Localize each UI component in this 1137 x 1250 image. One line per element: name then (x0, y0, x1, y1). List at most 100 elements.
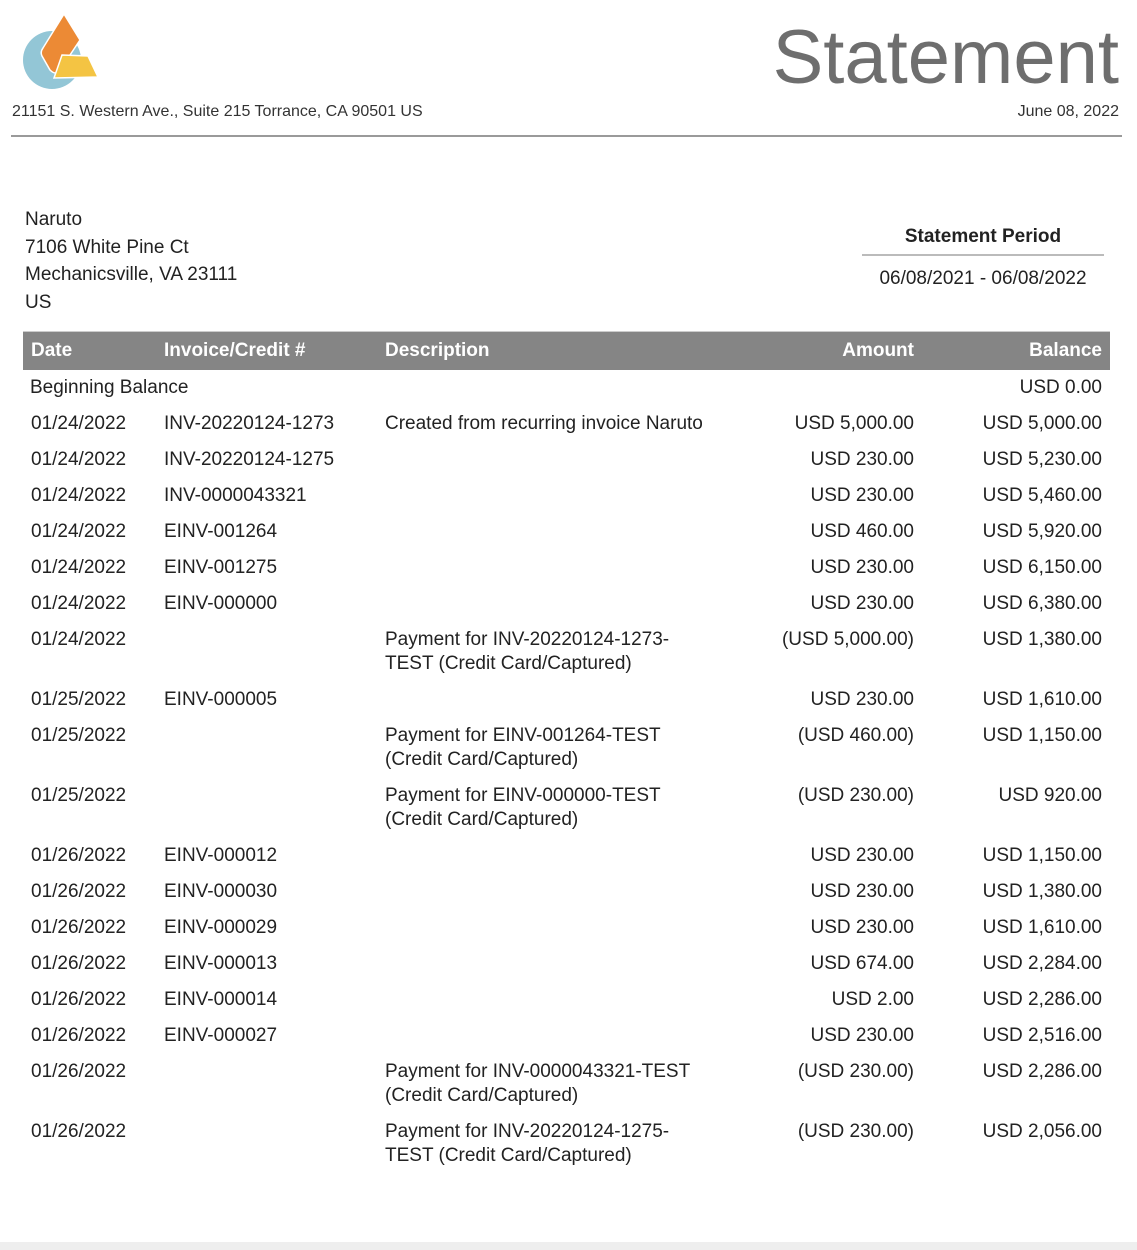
row-date: 01/25/2022 (31, 689, 127, 710)
statement-period-label: Statement Period (862, 226, 1104, 256)
row-date: 01/26/2022 (31, 1121, 127, 1142)
row-balance: USD 5,000.00 (982, 413, 1102, 434)
row-date: 01/24/2022 (31, 521, 127, 542)
row-amount: USD 230.00 (810, 557, 914, 578)
row-date: 01/26/2022 (31, 1061, 127, 1082)
row-balance: USD 5,230.00 (982, 449, 1102, 470)
row-invoice (156, 1114, 377, 1174)
statement-date: June 08, 2022 (1017, 103, 1119, 120)
customer-country: US (25, 291, 52, 313)
beginning-balance-row: Beginning Balance USD 0.00 (23, 370, 1110, 406)
table-row: 01/24/2022 INV-20220124-1275 USD 230.00 USD… (23, 442, 1110, 478)
row-balance: USD 1,610.00 (982, 689, 1102, 710)
table-row: 01/24/2022 EINV-000000 USD 230.00 USD 6,380… (23, 586, 1110, 622)
row-balance: USD 2,286.00 (982, 1061, 1102, 1082)
row-description: Payment for INV-20220124-1275-TEST (Cred… (385, 1121, 670, 1166)
row-balance: USD 1,380.00 (982, 881, 1102, 902)
row-balance: USD 5,920.00 (982, 521, 1102, 542)
row-balance: USD 5,460.00 (982, 485, 1102, 506)
row-invoice (156, 778, 377, 838)
beginning-balance-label: Beginning Balance (30, 377, 189, 398)
row-balance: USD 1,150.00 (982, 725, 1102, 746)
company-address: 21151 S. Western Ave., Suite 215 Torranc… (12, 103, 423, 120)
row-balance: USD 2,056.00 (982, 1121, 1102, 1142)
row-invoice: EINV-001275 (164, 557, 278, 578)
row-invoice: INV-0000043321 (164, 485, 307, 506)
row-invoice: EINV-000000 (164, 593, 278, 614)
row-description (377, 1018, 723, 1054)
row-amount: USD 674.00 (810, 953, 914, 974)
table-row: 01/26/2022 EINV-000014 USD 2.00 USD 2,286.0… (23, 982, 1110, 1018)
row-date: 01/26/2022 (31, 989, 127, 1010)
table-row: 01/26/2022 EINV-000029 USD 230.00 USD 1,610… (23, 910, 1110, 946)
beginning-balance-value: USD 0.00 (1019, 377, 1102, 398)
row-balance: USD 2,284.00 (982, 953, 1102, 974)
row-amount: USD 230.00 (810, 689, 914, 710)
customer-address: Naruto 7106 White Pine Ct Mechanicsville… (25, 206, 237, 316)
row-description (377, 910, 723, 946)
row-date: 01/25/2022 (31, 785, 127, 806)
row-date: 01/26/2022 (31, 953, 127, 974)
row-invoice (156, 622, 377, 682)
row-invoice: EINV-000012 (164, 845, 278, 866)
table-row: 01/26/2022 EINV-000012 USD 230.00 USD 1,150… (23, 838, 1110, 874)
company-logo (23, 12, 100, 89)
row-amount: USD 230.00 (810, 593, 914, 614)
row-amount: (USD 230.00) (797, 1061, 914, 1082)
row-invoice: EINV-000029 (164, 917, 278, 938)
row-description (377, 874, 723, 910)
page-title: Statement (772, 15, 1119, 100)
row-date: 01/26/2022 (31, 1025, 127, 1046)
customer-name: Naruto (25, 209, 83, 230)
table-row: 01/26/2022 EINV-000027 USD 230.00 USD 2,516… (23, 1018, 1110, 1054)
row-date: 01/24/2022 (31, 413, 127, 434)
row-invoice: EINV-000014 (164, 989, 278, 1010)
row-balance: USD 6,380.00 (982, 593, 1102, 614)
col-date: Date (23, 331, 156, 370)
row-description: Created from recurring invoice Naruto (385, 413, 703, 434)
row-invoice (156, 718, 377, 778)
row-description: Payment for EINV-000000-TEST (Credit Car… (385, 785, 661, 830)
row-invoice: EINV-000005 (164, 689, 278, 710)
customer-street: 7106 White Pine Ct (25, 236, 189, 258)
row-balance: USD 1,610.00 (982, 917, 1102, 938)
row-description: Payment for EINV-001264-TEST (Credit Car… (385, 725, 661, 770)
col-amount: Amount (723, 331, 922, 370)
table-row: 01/25/2022 Payment for EINV-000000-TEST (… (23, 778, 1110, 838)
row-description: Payment for INV-20220124-1273-TEST (Cred… (385, 629, 670, 674)
statement-period-value: 06/08/2021 - 06/08/2022 (879, 268, 1087, 289)
row-date: 01/24/2022 (31, 557, 127, 578)
row-date: 01/26/2022 (31, 917, 127, 938)
table-row: 01/25/2022 EINV-000005 USD 230.00 USD 1,610… (23, 682, 1110, 718)
page-edge (0, 1242, 1137, 1250)
row-description (377, 550, 723, 586)
row-date: 01/24/2022 (31, 449, 127, 470)
row-invoice: EINV-000030 (164, 881, 278, 902)
row-balance: USD 6,150.00 (982, 557, 1102, 578)
row-description (377, 982, 723, 1018)
row-amount: USD 230.00 (810, 485, 914, 506)
table-row: 01/26/2022 Payment for INV-0000043321-TES… (23, 1054, 1110, 1114)
row-amount: (USD 460.00) (797, 725, 914, 746)
row-balance: USD 1,380.00 (982, 629, 1102, 650)
row-description (377, 946, 723, 982)
row-amount: USD 230.00 (810, 917, 914, 938)
row-balance: USD 1,150.00 (982, 845, 1102, 866)
col-description: Description (377, 331, 723, 370)
statement-table: Date Invoice/Credit # Description Amount… (23, 331, 1110, 1174)
row-amount: USD 460.00 (810, 521, 914, 542)
statement-period: Statement Period 06/08/2021 - 06/08/2022 (862, 226, 1104, 290)
row-amount: (USD 5,000.00) (781, 629, 914, 650)
row-date: 01/26/2022 (31, 845, 127, 866)
table-row: 01/24/2022 INV-0000043321 USD 230.00 USD 5,… (23, 478, 1110, 514)
table-row: 01/26/2022 EINV-000013 USD 674.00 USD 2,284… (23, 946, 1110, 982)
row-invoice (156, 1054, 377, 1114)
table-row: 01/25/2022 Payment for EINV-001264-TEST (… (23, 718, 1110, 778)
table-row: 01/24/2022 EINV-001264 USD 460.00 USD 5,920… (23, 514, 1110, 550)
row-date: 01/25/2022 (31, 725, 127, 746)
row-amount: USD 5,000.00 (794, 413, 914, 434)
row-amount: USD 230.00 (810, 881, 914, 902)
row-balance: USD 2,286.00 (982, 989, 1102, 1010)
row-date: 01/24/2022 (31, 485, 127, 506)
row-description (377, 682, 723, 718)
